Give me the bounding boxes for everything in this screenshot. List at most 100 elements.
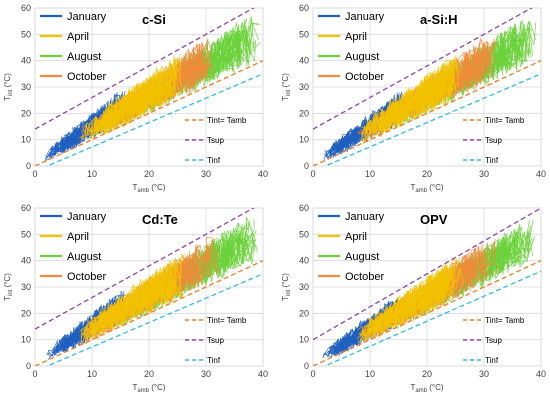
- series-line-april: [101, 61, 187, 134]
- x-tick-label: 10: [365, 369, 375, 379]
- y-axis-label: Tint (°C): [281, 73, 292, 101]
- x-tick-label: 0: [310, 369, 315, 379]
- reference-line-tinf: [45, 73, 263, 166]
- y-tick-label: 50: [21, 229, 31, 239]
- reference-line-tinttamb: [313, 60, 541, 166]
- x-tick-label: 40: [536, 369, 546, 379]
- data-traces: [46, 216, 259, 360]
- data-traces: [44, 16, 261, 161]
- reference-legend: Tint= Tamb Tsup Tinf: [185, 116, 247, 165]
- series-line-january: [49, 101, 113, 157]
- y-tick-label: 10: [299, 135, 309, 145]
- legend: January April August October: [318, 11, 385, 83]
- y-tick-label: 10: [299, 335, 309, 345]
- y-axis-label: Tint (°C): [3, 73, 14, 101]
- y-tick-label: 20: [299, 308, 309, 318]
- series-line-april: [94, 281, 180, 334]
- series-line-january: [332, 96, 406, 151]
- reference-line-tsup: [313, 208, 541, 341]
- panel-title: c-Si: [142, 12, 166, 27]
- y-tick-label: 50: [299, 229, 309, 239]
- x-tick-label: 0: [32, 169, 37, 179]
- x-tick-label: 10: [87, 369, 97, 379]
- legend: January April August October: [40, 211, 107, 283]
- x-axis-label: Tamb (°C): [132, 383, 165, 394]
- y-tick-label: 50: [21, 29, 31, 39]
- plot-area: [34, 7, 264, 167]
- y-tick-label: 10: [21, 335, 31, 345]
- series-line-january: [337, 106, 392, 152]
- reference-legend-label: Tint= Tamb: [207, 316, 247, 325]
- reference-line-tsup: [35, 8, 255, 130]
- legend-label-august: August: [345, 51, 379, 63]
- x-axis-label: Tamb (°C): [132, 183, 165, 194]
- reference-legend-label: Tint= Tamb: [207, 116, 247, 125]
- y-tick-label: 0: [304, 161, 309, 171]
- panel-title: OPV: [420, 212, 448, 227]
- plot-area: [312, 207, 542, 367]
- y-tick-label: 20: [21, 308, 31, 318]
- reference-line-tinttamb: [313, 260, 541, 366]
- x-tick-label: 40: [536, 169, 546, 179]
- legend-label-august: August: [67, 251, 101, 263]
- x-tick-label: 20: [144, 169, 154, 179]
- y-tick-label: 60: [299, 203, 309, 213]
- reference-line-tinf: [323, 73, 541, 166]
- legend-label-april: April: [67, 31, 89, 43]
- reference-line-tinf: [45, 273, 263, 366]
- y-tick-label: 30: [21, 282, 31, 292]
- series-line-april: [81, 70, 165, 138]
- legend-label-april: April: [67, 231, 89, 243]
- x-tick-label: 0: [310, 169, 315, 179]
- x-tick-label: 30: [479, 169, 489, 179]
- reference-legend-label: Tinf: [485, 156, 499, 165]
- x-axis-label: Tamb (°C): [410, 183, 443, 194]
- reference-legend-label: Tinf: [207, 156, 221, 165]
- legend-label-april: April: [345, 231, 367, 243]
- y-tick-label: 40: [21, 256, 31, 266]
- legend: January April August October: [318, 211, 385, 283]
- reference-legend-label: Tsup: [207, 336, 224, 345]
- x-tick-label: 40: [258, 169, 268, 179]
- y-tick-label: 0: [26, 361, 31, 371]
- y-axis-label: Tint (°C): [3, 273, 14, 301]
- legend-label-january: January: [345, 11, 385, 23]
- legend-label-october: October: [67, 271, 106, 283]
- y-tick-label: 30: [299, 282, 309, 292]
- y-tick-label: 50: [299, 29, 309, 39]
- y-tick-label: 20: [21, 108, 31, 118]
- y-tick-label: 60: [299, 3, 309, 13]
- series-line-april: [105, 253, 186, 331]
- series-line-april: [358, 268, 448, 341]
- reference-legend: Tint= Tamb Tsup Tinf: [185, 316, 247, 365]
- series-line-april: [378, 62, 456, 129]
- reference-legend: Tint= Tamb Tsup Tinf: [463, 316, 525, 365]
- chart-panel-2: 0 10 20 30 40 50 60 0 10 20 30 40 Tamb (°C) Tint (°C)…: [281, 3, 546, 194]
- panel-title: Cd:Te: [142, 212, 178, 227]
- x-tick-label: 10: [87, 169, 97, 179]
- x-axis-label: Tamb (°C): [410, 383, 443, 394]
- y-tick-label: 30: [299, 82, 309, 92]
- series-line-october: [78, 58, 202, 138]
- chart-panel-3: 0 10 20 30 40 50 60 0 10 20 30 40 Tamb (°C) Tint (°C)…: [3, 203, 268, 394]
- chart-panel-4: 0 10 20 30 40 50 60 0 10 20 30 40 Tamb (°C) Tint (°C)…: [281, 203, 546, 394]
- x-tick-label: 30: [479, 369, 489, 379]
- y-tick-label: 40: [299, 56, 309, 66]
- chart-panel-1: 0 10 20 30 40 50 60 0 10 20 30 40 Tamb (°C) Tint (°C)…: [3, 3, 268, 194]
- series-line-april: [102, 64, 172, 122]
- x-tick-label: 20: [422, 369, 432, 379]
- x-tick-label: 20: [422, 169, 432, 179]
- series-april: [358, 256, 465, 344]
- y-tick-label: 40: [299, 256, 309, 266]
- x-tick-label: 40: [258, 369, 268, 379]
- x-tick-label: 0: [32, 369, 37, 379]
- reference-line-tinttamb: [35, 60, 263, 166]
- series-line-april: [360, 62, 450, 132]
- reference-line-tsup: [313, 8, 533, 130]
- legend-label-january: January: [67, 211, 107, 223]
- plot-area: [312, 7, 542, 167]
- reference-line-tsup: [35, 208, 255, 330]
- reference-line-tinf: [323, 270, 541, 366]
- reference-legend: Tint= Tamb Tsup Tinf: [463, 116, 525, 165]
